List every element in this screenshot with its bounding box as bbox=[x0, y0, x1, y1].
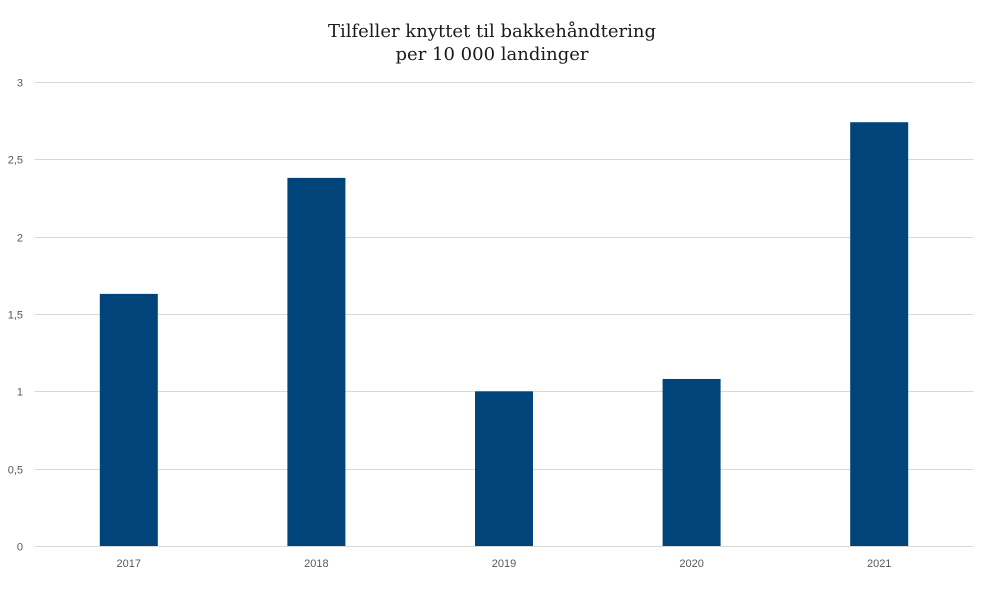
x-tick-label: 2019 bbox=[492, 558, 516, 570]
y-tick-label: 1,5 bbox=[8, 310, 23, 322]
x-tick-label: 2020 bbox=[679, 558, 703, 570]
bar-2021 bbox=[850, 122, 909, 547]
bar-2018 bbox=[287, 177, 346, 547]
bar-2019 bbox=[475, 391, 533, 546]
bar-2017 bbox=[99, 293, 158, 546]
x-tick-label: 2021 bbox=[867, 558, 891, 570]
x-tick-label: 2017 bbox=[117, 558, 141, 570]
x-tick-label: 2018 bbox=[304, 558, 328, 570]
chart-title: Tilfeller knyttet til bakkehåndtering pe… bbox=[0, 20, 984, 66]
y-tick-label: 3 bbox=[17, 78, 23, 90]
y-tick-label: 1 bbox=[17, 387, 23, 399]
bar-2020 bbox=[662, 378, 721, 546]
y-tick-label: 0 bbox=[17, 542, 23, 554]
y-tick-label: 2,5 bbox=[8, 155, 23, 167]
y-tick-label: 2 bbox=[17, 233, 23, 245]
y-tick-label: 0,5 bbox=[8, 465, 23, 477]
chart-title-line-2: per 10 000 landinger bbox=[395, 44, 589, 65]
chart-title-line-1: Tilfeller knyttet til bakkehåndtering bbox=[327, 21, 657, 42]
